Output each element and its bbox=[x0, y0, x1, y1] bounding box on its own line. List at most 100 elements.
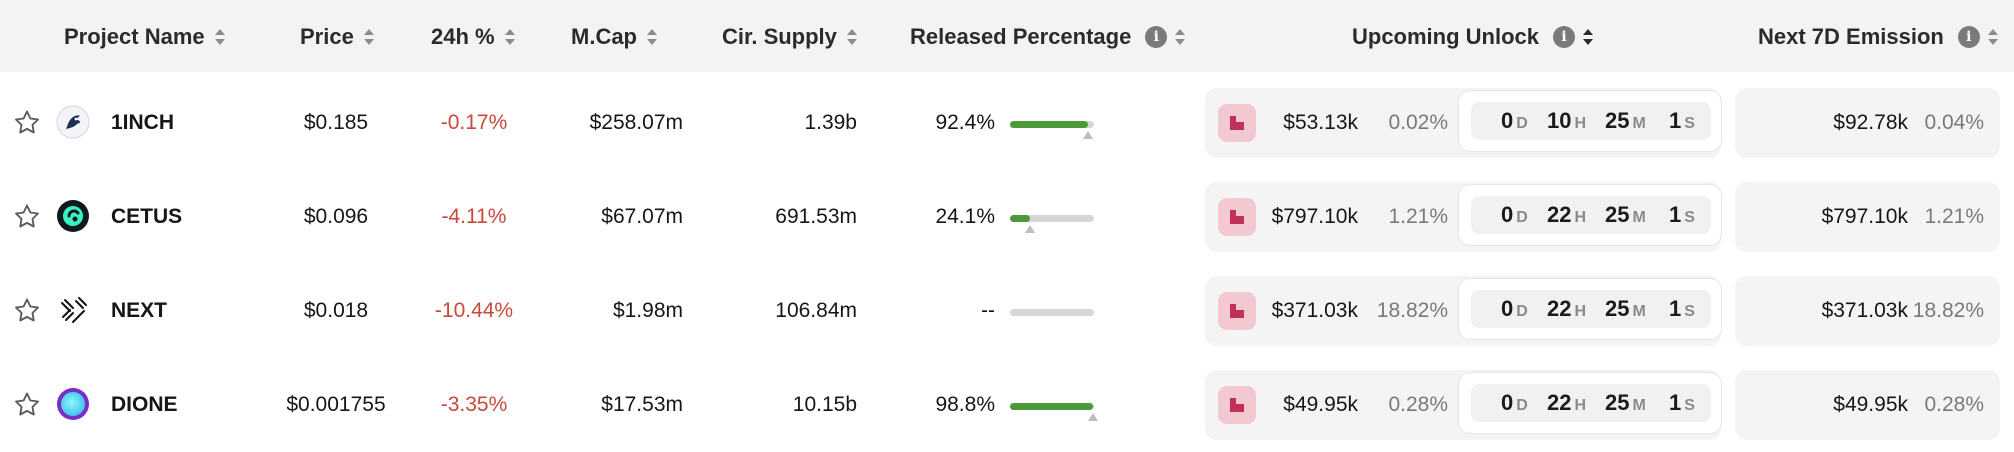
market-cap: $1.98m bbox=[612, 299, 683, 322]
unlock-value: $797.10k bbox=[1271, 205, 1358, 228]
emission-percentage: 0.04% bbox=[1924, 111, 1984, 134]
table-row[interactable]: 1INCH $0.185 -0.17% $258.07m 1.39b 92.4% $53.1… bbox=[0, 76, 2014, 170]
unlock-percentage: 0.28% bbox=[1388, 393, 1448, 416]
price: $0.018 bbox=[303, 299, 369, 322]
column-price[interactable]: Price bbox=[300, 0, 374, 72]
column-24h-change[interactable]: 24h % bbox=[431, 0, 515, 72]
unlock-value: $53.13k bbox=[1283, 111, 1358, 134]
project-name[interactable]: DIONE bbox=[111, 393, 178, 416]
progress-marker-icon bbox=[1083, 131, 1093, 139]
info-icon[interactable]: i bbox=[1957, 26, 1980, 49]
table-row[interactable]: CETUS $0.096 -4.11% $67.07m 691.53m 24.1% $797… bbox=[0, 170, 2014, 264]
info-icon[interactable]: i bbox=[1553, 26, 1576, 49]
released-progress-bar bbox=[1010, 403, 1094, 410]
progress-marker-icon bbox=[1088, 413, 1098, 421]
circulating-supply: 1.39b bbox=[804, 111, 857, 134]
change-24h: -0.17% bbox=[440, 111, 508, 134]
countdown-hours: 10 H bbox=[1547, 108, 1587, 133]
unlock-chart-icon bbox=[1218, 386, 1256, 424]
countdown-hours: 22 H bbox=[1547, 202, 1587, 227]
next-pattern-icon bbox=[56, 293, 90, 327]
project-name[interactable]: NEXT bbox=[111, 299, 168, 322]
circulating-supply: 691.53m bbox=[775, 205, 857, 228]
1inch-unicorn-icon bbox=[56, 105, 90, 139]
unlock-percentage: 0.02% bbox=[1388, 111, 1448, 134]
market-cap: $17.53m bbox=[601, 393, 683, 416]
countdown-timer: 0 D 22 H 25 M 1 S bbox=[1471, 384, 1711, 422]
unlock-countdown: 0 D 10 H 25 M 1 S bbox=[1458, 90, 1722, 152]
change-24h: -10.44% bbox=[434, 299, 514, 322]
emission-value: $49.95k bbox=[1833, 393, 1908, 416]
next-7d-emission-card[interactable] bbox=[1735, 276, 2000, 346]
change-24h: -3.35% bbox=[440, 393, 508, 416]
progress-marker-icon bbox=[1025, 225, 1035, 233]
emission-value: $371.03k bbox=[1821, 299, 1908, 322]
column-next-7d-emission[interactable]: Next 7D Emission i bbox=[1758, 0, 1998, 72]
sort-icon bbox=[647, 29, 657, 46]
unlock-percentage: 1.21% bbox=[1388, 205, 1448, 228]
column-cir-supply[interactable]: Cir. Supply bbox=[722, 0, 857, 72]
favorite-star-icon[interactable] bbox=[12, 390, 42, 420]
countdown-timer: 0 D 10 H 25 M 1 S bbox=[1471, 102, 1711, 140]
favorite-star-icon[interactable] bbox=[12, 296, 42, 326]
released-progress-fill bbox=[1010, 215, 1030, 222]
market-cap: $67.07m bbox=[601, 205, 683, 228]
change-24h: -4.11% bbox=[441, 205, 507, 228]
circulating-supply: 10.15b bbox=[792, 393, 857, 416]
countdown-hours: 22 H bbox=[1547, 296, 1587, 321]
price: $0.185 bbox=[303, 111, 369, 134]
released-percentage: -- bbox=[981, 299, 995, 322]
unlock-percentage: 18.82% bbox=[1376, 299, 1448, 322]
next-7d-emission-card[interactable] bbox=[1735, 88, 2000, 158]
released-progress-bar bbox=[1010, 309, 1094, 316]
next-7d-emission-card[interactable] bbox=[1735, 370, 2000, 440]
released-progress-bar bbox=[1010, 215, 1094, 222]
unlock-countdown: 0 D 22 H 25 M 1 S bbox=[1458, 372, 1722, 434]
unlock-countdown: 0 D 22 H 25 M 1 S bbox=[1458, 184, 1722, 246]
column-released-percentage[interactable]: Released Percentage i bbox=[910, 0, 1186, 72]
emission-percentage: 1.21% bbox=[1924, 205, 1984, 228]
favorite-star-icon[interactable] bbox=[12, 108, 42, 138]
market-cap: $258.07m bbox=[589, 111, 683, 134]
table-row[interactable]: DIONE $0.001755 -3.35% $17.53m 10.15b 98.8% $4… bbox=[0, 358, 2014, 452]
column-mcap[interactable]: M.Cap bbox=[571, 0, 657, 72]
unlock-value: $371.03k bbox=[1271, 299, 1358, 322]
unlock-chart-icon bbox=[1218, 104, 1256, 142]
unlock-chart-icon bbox=[1218, 198, 1256, 236]
table-row[interactable]: NEXT $0.018 -10.44% $1.98m 106.84m -- $371.03k… bbox=[0, 264, 2014, 358]
sort-icon bbox=[1175, 29, 1186, 46]
sort-icon bbox=[846, 29, 857, 46]
sort-icon bbox=[363, 29, 374, 46]
favorite-star-icon[interactable] bbox=[12, 202, 42, 232]
countdown-timer: 0 D 22 H 25 M 1 S bbox=[1471, 290, 1711, 328]
info-icon[interactable]: i bbox=[1145, 26, 1168, 49]
emission-percentage: 0.28% bbox=[1924, 393, 1984, 416]
unlock-value: $49.95k bbox=[1283, 393, 1358, 416]
released-progress-fill bbox=[1010, 403, 1093, 410]
emission-value: $797.10k bbox=[1821, 205, 1908, 228]
released-progress-bar bbox=[1010, 121, 1094, 128]
released-percentage: 98.8% bbox=[935, 393, 995, 416]
unlock-chart-icon bbox=[1218, 292, 1256, 330]
sort-icon bbox=[1987, 29, 1998, 46]
next-7d-emission-card[interactable] bbox=[1735, 182, 2000, 252]
column-project-name[interactable]: Project Name bbox=[64, 0, 225, 72]
sort-icon bbox=[214, 29, 225, 46]
table-header: Project Name Price 24h % M.Cap Cir. Supp… bbox=[0, 0, 2014, 72]
project-name[interactable]: CETUS bbox=[111, 205, 183, 228]
countdown-hours: 22 H bbox=[1547, 390, 1587, 415]
dione-orb-icon bbox=[56, 387, 90, 421]
countdown-minutes: 25 M bbox=[1605, 296, 1646, 321]
project-name[interactable]: 1INCH bbox=[111, 111, 175, 134]
column-upcoming-unlock[interactable]: Upcoming Unlock i bbox=[1352, 0, 1594, 72]
emission-value: $92.78k bbox=[1833, 111, 1908, 134]
unlock-countdown: 0 D 22 H 25 M 1 S bbox=[1458, 278, 1722, 340]
sort-icon bbox=[1583, 29, 1594, 46]
